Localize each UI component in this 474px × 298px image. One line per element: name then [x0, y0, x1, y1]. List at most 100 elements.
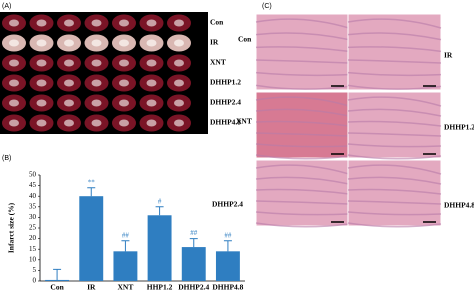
slice-lumen: [9, 99, 19, 107]
x-tick-label: HHP1.2: [147, 283, 173, 292]
tissue-fiber: [347, 222, 442, 228]
slice-lumen: [146, 19, 157, 27]
tile-label: DHHP1.2: [444, 123, 474, 132]
row-label: XNT: [210, 58, 226, 67]
significance-label: **: [88, 178, 96, 186]
tissue-fiber: [347, 211, 442, 216]
x-tick-label: DHHP2.4: [178, 283, 209, 292]
tissue-fiber: [347, 46, 442, 53]
slice-lumen: [36, 99, 47, 107]
tissue-fiber: [255, 176, 350, 185]
y-tick-label: 35: [29, 202, 37, 210]
x-tick-label: Con: [50, 283, 64, 292]
row-label: Con: [210, 18, 224, 27]
y-tick-label: 50: [29, 171, 37, 179]
tissue-fiber: [347, 18, 442, 29]
x-tick-label: XNT: [117, 283, 133, 292]
tissue-fiber: [347, 59, 442, 64]
slice-lumen: [174, 99, 184, 107]
slice-lumen: [9, 79, 19, 87]
slice-lumen: [146, 39, 157, 47]
slice-lumen: [91, 59, 102, 67]
slice-lumen: [119, 99, 129, 107]
y-tick-label: 25: [29, 224, 37, 232]
tissue-fiber: [255, 120, 350, 127]
slice-lumen: [64, 39, 74, 47]
y-tick-label: 30: [29, 213, 37, 221]
error-bar: [121, 240, 130, 252]
bar: [45, 279, 70, 281]
slice-lumen: [174, 59, 184, 67]
slice-lumen: [119, 19, 129, 27]
tissue-fiber: [255, 143, 350, 148]
tissue-fiber: [255, 200, 350, 205]
significance-label: ##: [224, 231, 232, 239]
slice-lumen: [36, 79, 47, 87]
panel-tag: (C): [262, 3, 272, 10]
slice-lumen: [91, 119, 102, 127]
slice-lumen: [36, 19, 47, 27]
error-bar: [223, 240, 232, 252]
tissue-fiber: [255, 46, 350, 53]
tile-label: DHHP4.8: [444, 201, 474, 210]
tile-label: XNT: [236, 117, 252, 126]
slice-lumen: [9, 39, 19, 47]
tissue-fiber: [255, 84, 350, 90]
slice-lumen: [9, 19, 19, 27]
tissue-fiber: [347, 96, 442, 107]
slice-lumen: [91, 99, 102, 107]
slice-lumen: [36, 59, 47, 67]
panel-tag: (A): [2, 3, 11, 10]
tissue-fiber: [347, 120, 442, 127]
tile-label: DHHP2.4: [212, 200, 243, 209]
y-tick-label: 15: [29, 245, 37, 253]
row-label: DHHP1.2: [210, 78, 241, 87]
tissue-fiber: [347, 176, 442, 185]
y-axis-label: Infarct size (%): [7, 202, 16, 253]
tissue-fiber: [255, 59, 350, 64]
y-tick-label: 0: [33, 277, 37, 285]
y-tick-label: 40: [29, 192, 37, 200]
slice-lumen: [174, 39, 184, 47]
tissue-fiber: [255, 96, 350, 107]
tissue-fiber: [255, 211, 350, 216]
histology-image: [255, 13, 350, 91]
bar: [147, 215, 172, 281]
slice-lumen: [146, 99, 157, 107]
error-bar: [53, 268, 62, 280]
slice-lumen: [119, 79, 129, 87]
row-label: DHHP4.8: [210, 118, 241, 127]
slice-lumen: [119, 119, 129, 127]
tissue-fiber: [255, 32, 350, 41]
significance-label: ##: [190, 229, 198, 237]
slice-lumen: [174, 19, 184, 27]
x-tick-label: DHHP4.8: [212, 283, 243, 292]
slice-lumen: [36, 119, 47, 127]
error-bar: [189, 238, 198, 248]
significance-label: #: [158, 197, 162, 205]
x-tick-label: IR: [87, 283, 96, 292]
y-tick-label: 20: [29, 234, 37, 242]
slice-lumen: [64, 79, 74, 87]
slice-lumen: [146, 79, 157, 87]
tissue-fiber: [347, 132, 442, 137]
tissue-fiber: [347, 200, 442, 205]
slice-lumen: [174, 79, 184, 87]
tissue-fiber: [255, 188, 350, 195]
tissue-fiber: [255, 132, 350, 137]
slice-lumen: [91, 19, 102, 27]
tissue-fiber: [347, 143, 442, 148]
slice-lumen: [119, 39, 129, 47]
slice-lumen: [64, 19, 74, 27]
bar: [79, 196, 104, 281]
slice-lumen: [64, 119, 74, 127]
row-label: DHHP2.4: [210, 98, 241, 107]
bar: [113, 251, 138, 281]
error-bar: [87, 187, 96, 197]
tissue-fiber: [347, 71, 442, 77]
tissue-fiber: [255, 154, 350, 160]
slice-lumen: [64, 59, 74, 67]
slice-lumen: [36, 39, 47, 47]
tissue-fiber: [347, 154, 442, 160]
